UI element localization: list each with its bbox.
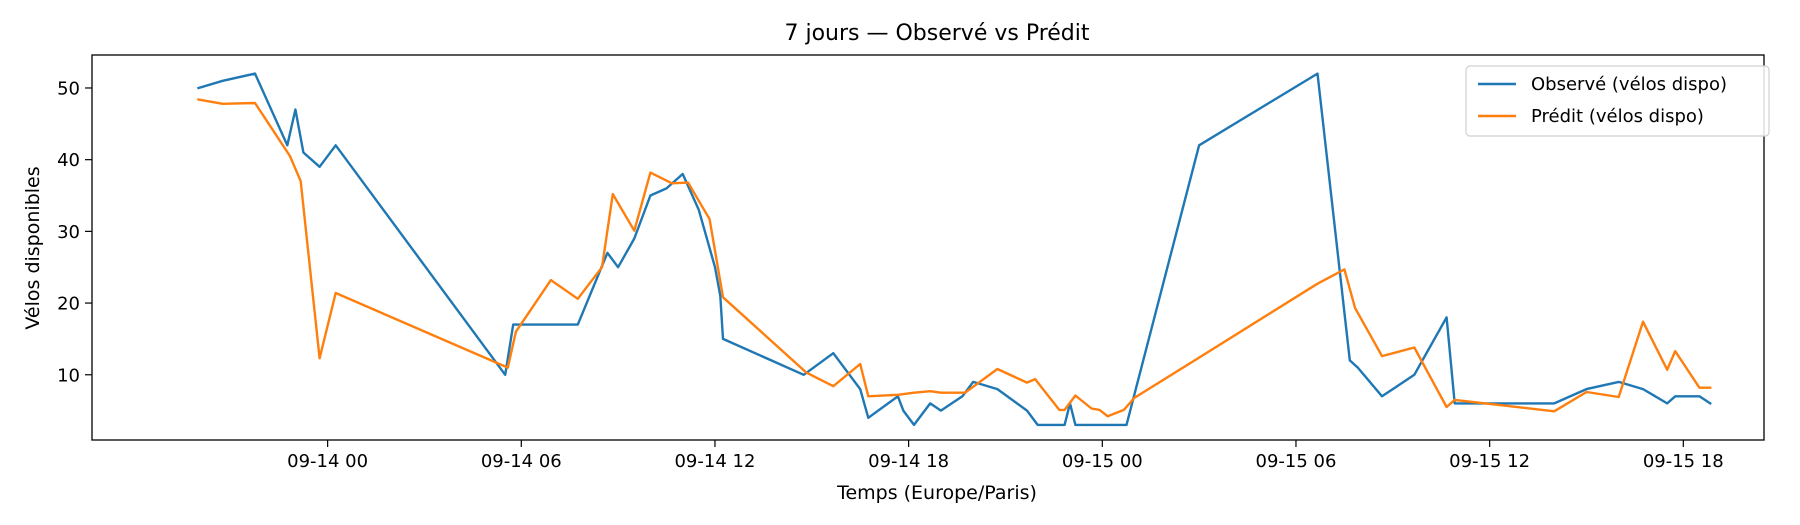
x-tick-label: 09-14 00 <box>287 451 368 472</box>
x-axis-label: Temps (Europe/Paris) <box>836 482 1037 504</box>
legend-label-observed: Observé (vélos dispo) <box>1531 74 1727 95</box>
series-layer <box>197 72 1712 427</box>
x-tick-label: 09-14 18 <box>868 451 949 472</box>
y-tick-label: 10 <box>57 365 80 386</box>
y-tick-label: 20 <box>57 294 80 315</box>
legend-entry-observed: Observé (vélos dispo) <box>1478 74 1727 95</box>
x-tick-label: 09-15 18 <box>1643 451 1724 472</box>
plot-area <box>91 54 1765 441</box>
y-axis-label: Vélos disponibles <box>22 166 44 329</box>
legend-frame <box>1465 65 1770 137</box>
axes-frame <box>91 54 1765 441</box>
x-tick-label: 09-15 00 <box>1062 451 1143 472</box>
y-axis: 10 20 30 40 50 <box>57 78 92 386</box>
y-tick-label: 30 <box>57 222 80 243</box>
legend: Observé (vélos dispo) Prédit (vélos disp… <box>1465 65 1770 137</box>
x-tick-label: 09-14 06 <box>481 451 562 472</box>
x-axis: 09-14 00 09-14 06 09-14 12 09-14 18 09-15 00… <box>287 440 1724 472</box>
legend-label-predicted: Prédit (vélos dispo) <box>1531 106 1704 127</box>
series-line-predicted <box>197 98 1712 418</box>
legend-entry-predicted: Prédit (vélos dispo) <box>1478 106 1704 127</box>
x-tick-label: 09-15 12 <box>1449 451 1530 472</box>
series-line-observed <box>197 72 1712 427</box>
y-tick-label: 50 <box>57 78 80 99</box>
y-tick-label: 40 <box>57 150 80 171</box>
chart-title: 7 jours — Observé vs Prédit <box>784 21 1089 46</box>
x-tick-label: 09-14 12 <box>674 451 755 472</box>
x-tick-label: 09-15 06 <box>1256 451 1337 472</box>
